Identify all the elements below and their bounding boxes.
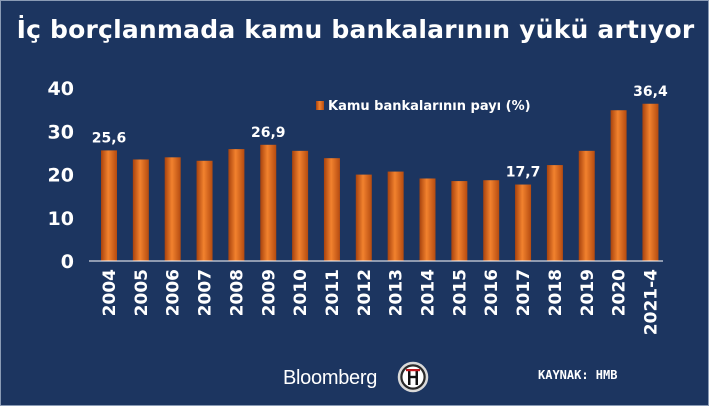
x-tick-label: 2020 [610,269,630,316]
ht-logo [397,361,429,393]
x-axis: 2004 2005 2006 2007 2008 2009 2010 2011 2012 2013… [89,260,663,335]
bar [164,157,181,261]
x-tick-label: 2011 [323,269,343,316]
data-label: 36,4 [633,84,668,100]
data-label: 25,6 [92,130,127,146]
bar [578,150,595,261]
x-tick-label: 2015 [450,269,470,316]
data-labels: 25,6 26,9 17,7 36,4 [92,84,668,181]
data-label: 26,9 [251,125,286,141]
bar [228,149,245,261]
x-tick-label: 2012 [355,269,375,316]
chart-title: İç borçlanmada kamu bankalarının yükü ar… [16,15,695,44]
bar [132,159,149,261]
x-tick-label: 2006 [164,269,184,316]
bar [292,150,309,261]
bar [196,160,213,261]
y-tick-label: 30 [48,121,74,143]
legend: Kamu bankalarının payı (%) [316,99,531,114]
bar [515,184,532,261]
data-label: 17,7 [506,165,541,181]
x-tick-label: 2005 [132,269,152,316]
bar [642,103,659,261]
bars [101,103,659,262]
y-tick-label: 0 [61,251,74,273]
bar [260,144,277,261]
legend-label: Kamu bankalarının payı (%) [328,99,531,114]
bar [101,150,117,261]
bloomberg-logo: Bloomberg [283,367,378,389]
x-tick-label: 2016 [482,269,502,316]
x-tick-label: 2021-4 [641,269,661,335]
x-tick-label: 2017 [514,269,534,316]
bar [546,165,563,261]
legend-swatch [316,101,324,110]
x-tick-label: 2007 [196,269,216,316]
x-tick-label: 2018 [546,269,566,316]
bar [483,180,500,261]
x-tick-label: 2008 [227,269,247,316]
x-tick-label: 2014 [419,269,439,316]
bar [610,110,627,262]
y-tick-label: 20 [48,165,74,187]
x-tick-label: 2004 [100,269,120,316]
bar [419,178,436,261]
bar [323,158,340,261]
bar [355,174,372,261]
y-tick-label: 10 [48,208,74,230]
source-note: KAYNAK: HMB [538,368,618,382]
y-axis: 0 10 20 30 40 [48,78,74,273]
x-tick-label: 2013 [387,269,407,316]
bar [387,171,404,261]
x-tick-label: 2010 [291,269,311,316]
y-tick-label: 40 [48,78,74,100]
x-tick-label: 2009 [259,269,279,316]
x-tick-label: 2019 [578,269,598,316]
bar [451,181,468,261]
